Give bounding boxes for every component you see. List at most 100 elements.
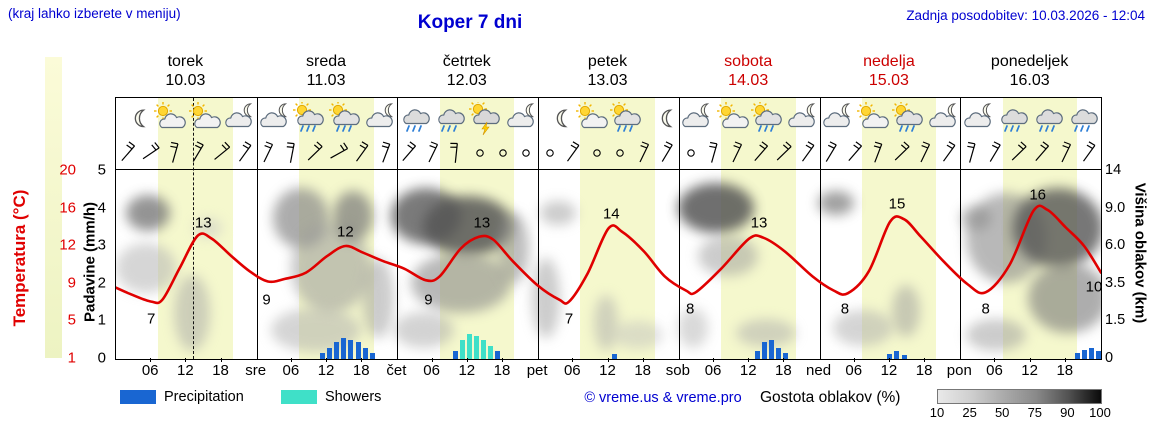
wind-barb-icon xyxy=(235,141,255,165)
precip-bar-shower xyxy=(466,334,472,359)
wind-barb-icon xyxy=(446,141,466,165)
wind-barb-icon xyxy=(563,141,583,165)
last-updated: Zadnja posodobitev: 10.03.2026 - 12:04 xyxy=(906,8,1145,23)
cloud-density-blob xyxy=(966,319,1026,351)
precip-bar xyxy=(327,347,333,359)
time-tick xyxy=(748,358,750,362)
cloud-density-blob xyxy=(698,236,758,276)
cloud-height-tick: 9.0 xyxy=(1105,200,1126,216)
time-tick-label: 12 xyxy=(458,362,476,379)
cloud-density-blob xyxy=(126,195,170,231)
weather-icon-sun-cloud-rain xyxy=(291,101,327,136)
precip-bar xyxy=(1095,351,1101,359)
weather-icon-cloud-rain xyxy=(995,102,1031,136)
time-tick-label: 06 xyxy=(423,362,440,379)
density-scale-label: 75 xyxy=(1027,405,1043,420)
temp-value-label: 13 xyxy=(194,214,212,232)
day-gridline xyxy=(819,98,821,359)
time-tick-label: 18 xyxy=(634,362,652,379)
day-gridline xyxy=(256,98,258,359)
temperature-tick: 9 xyxy=(67,274,76,292)
time-tick-label: 12 xyxy=(1021,362,1038,379)
temp-value-label: 12 xyxy=(337,223,354,241)
time-tick-label: 06 xyxy=(845,362,863,379)
precip-bar xyxy=(611,354,617,359)
precip-bar xyxy=(452,351,458,359)
precip-bar-shower xyxy=(473,336,479,359)
time-tick-label: 18 xyxy=(493,362,511,379)
day-abbrev-label: čet xyxy=(386,362,407,379)
weather-icon-moon xyxy=(116,102,152,136)
wind-barb-icon xyxy=(985,141,1005,165)
cloud-density-blob xyxy=(818,191,854,215)
time-tick-label: 06 xyxy=(141,362,159,379)
cloud-density-gradient-bar xyxy=(937,389,1102,404)
time-tick-label: 12 xyxy=(739,362,757,379)
cloud-density-blob xyxy=(394,312,454,348)
cloud-density-blob xyxy=(333,191,373,241)
precip-bar xyxy=(776,347,782,359)
temp-value-label: 7 xyxy=(564,310,574,327)
precip-bar xyxy=(362,347,368,359)
precip-bar xyxy=(755,351,761,359)
temperature-tick: 1 xyxy=(67,349,76,367)
precip-bar xyxy=(348,340,354,359)
cloud-density-blob xyxy=(174,275,210,351)
wind-barb-icon xyxy=(657,141,677,165)
precip-bar xyxy=(762,341,768,359)
day-name: četrtek xyxy=(442,53,491,70)
cloud-density-legend-label: Gostota oblakov (%) xyxy=(760,389,901,406)
day-date: 15.03 xyxy=(868,72,909,89)
credit-link[interactable]: © vreme.us & vreme.pro xyxy=(584,390,742,406)
day-header: ponedeljek 16.03 xyxy=(959,52,1100,90)
wind-barb-icon xyxy=(376,141,396,165)
temperature-tick: 12 xyxy=(59,236,76,254)
wind-barb-icon xyxy=(1032,141,1052,165)
weather-icon-moon-cloud xyxy=(784,102,820,136)
day-abbrev-label: sre xyxy=(245,362,267,379)
weather-icon-sun-cloud xyxy=(186,102,222,136)
weather-icon-sun-cloud xyxy=(151,102,187,136)
precip-bar xyxy=(369,353,375,359)
time-tick-label: 12 xyxy=(880,362,898,379)
wind-barb-icon xyxy=(634,141,654,165)
time-tick xyxy=(501,358,503,362)
wind-barb-icon xyxy=(821,141,841,165)
day-name: sreda xyxy=(306,53,347,70)
precip-bar-shower xyxy=(459,340,465,359)
temp-value-label: 7 xyxy=(147,310,156,327)
calm-wind-icon xyxy=(683,144,699,162)
wind-barb-icon xyxy=(704,141,724,165)
time-tick xyxy=(994,358,996,362)
density-scale-label: 10 xyxy=(929,405,945,420)
wind-barb-icon xyxy=(915,141,935,165)
weather-icon-moon-cloud xyxy=(925,102,961,136)
time-tick-label: 06 xyxy=(563,362,581,379)
wind-barb-icon xyxy=(399,141,419,165)
wind-barb-icon xyxy=(939,141,959,165)
time-tick xyxy=(150,358,152,362)
day-abbrev-label: ned xyxy=(806,362,832,379)
weather-icon-cloud-rain xyxy=(1065,102,1101,136)
weather-icon-cloud-rain xyxy=(1030,102,1066,136)
time-tick-label: 06 xyxy=(986,362,1003,379)
wind-barb-icon xyxy=(868,141,888,165)
time-tick-label: 12 xyxy=(599,362,616,379)
precip-bar xyxy=(1088,347,1094,359)
weather-icon-sun-cloud-lightning xyxy=(467,100,503,136)
time-tick xyxy=(185,358,187,362)
wind-barb-icon xyxy=(1009,141,1029,165)
showers-swatch xyxy=(281,390,317,404)
header-hint: (kraj lahko izberete v meniju) xyxy=(8,6,181,21)
cloud-density-blob xyxy=(892,285,920,337)
time-tick xyxy=(220,358,222,362)
day-date: 10.03 xyxy=(165,72,206,89)
temp-value-label: 8 xyxy=(685,300,695,318)
day-date: 12.03 xyxy=(446,72,487,89)
precip-bar-shower xyxy=(480,340,486,359)
wind-barb-icon xyxy=(798,141,818,165)
day-header: sobota 14.03 xyxy=(678,52,819,90)
wind-barb-icon xyxy=(165,141,185,165)
day-gridline xyxy=(678,98,680,359)
temp-value-label: 8 xyxy=(981,300,990,318)
